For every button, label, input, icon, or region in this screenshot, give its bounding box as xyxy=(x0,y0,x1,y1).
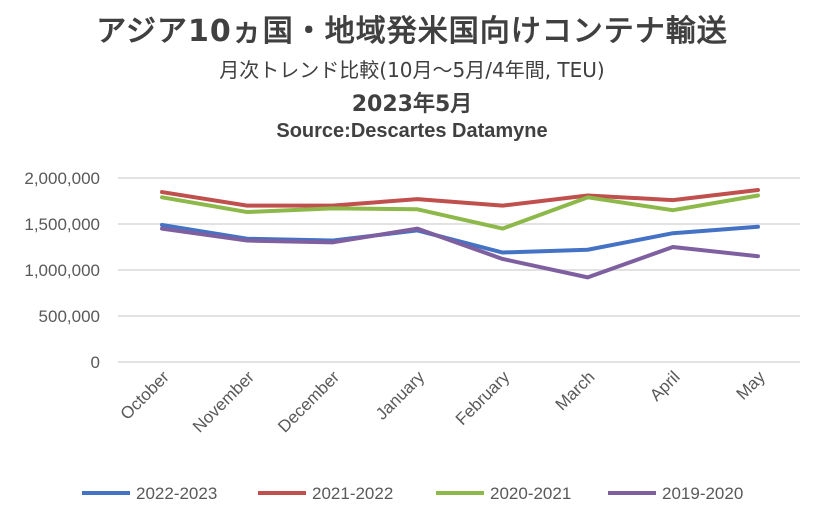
series-line-2020-2021 xyxy=(160,193,760,231)
x-tick-label: January xyxy=(372,367,429,424)
y-tick-label: 1,000,000 xyxy=(24,261,100,280)
chart-subtitle: 月次トレンド比較(10月〜5月/4年間, TEU) xyxy=(219,58,605,82)
y-tick-label: 0 xyxy=(91,353,100,372)
y-tick-label: 500,000 xyxy=(39,307,100,326)
x-tick-label: October xyxy=(117,367,173,423)
x-tick-label: February xyxy=(452,367,514,429)
x-tick-label: December xyxy=(274,367,343,436)
legend-label: 2022-2023 xyxy=(136,484,217,503)
x-tick-label: November xyxy=(189,367,258,436)
y-tick-label: 2,000,000 xyxy=(24,169,100,188)
chart-title: アジア10ヵ国・地域発米国向けコンテナ輸送 xyxy=(96,14,728,49)
chart-source: Source:Descartes Datamyne xyxy=(276,120,548,142)
series-line-2021-2022 xyxy=(160,187,760,208)
series-line-2019-2020 xyxy=(160,226,760,280)
x-tick-label: April xyxy=(646,367,683,404)
y-tick-label: 1,500,000 xyxy=(24,215,100,234)
x-tick-label: March xyxy=(552,367,599,414)
chart-date: 2023年5月 xyxy=(351,92,473,117)
legend-label: 2021-2022 xyxy=(312,484,393,503)
legend-label: 2020-2021 xyxy=(490,484,571,503)
legend-label: 2019-2020 xyxy=(662,484,743,503)
x-tick-label: May xyxy=(733,367,769,403)
